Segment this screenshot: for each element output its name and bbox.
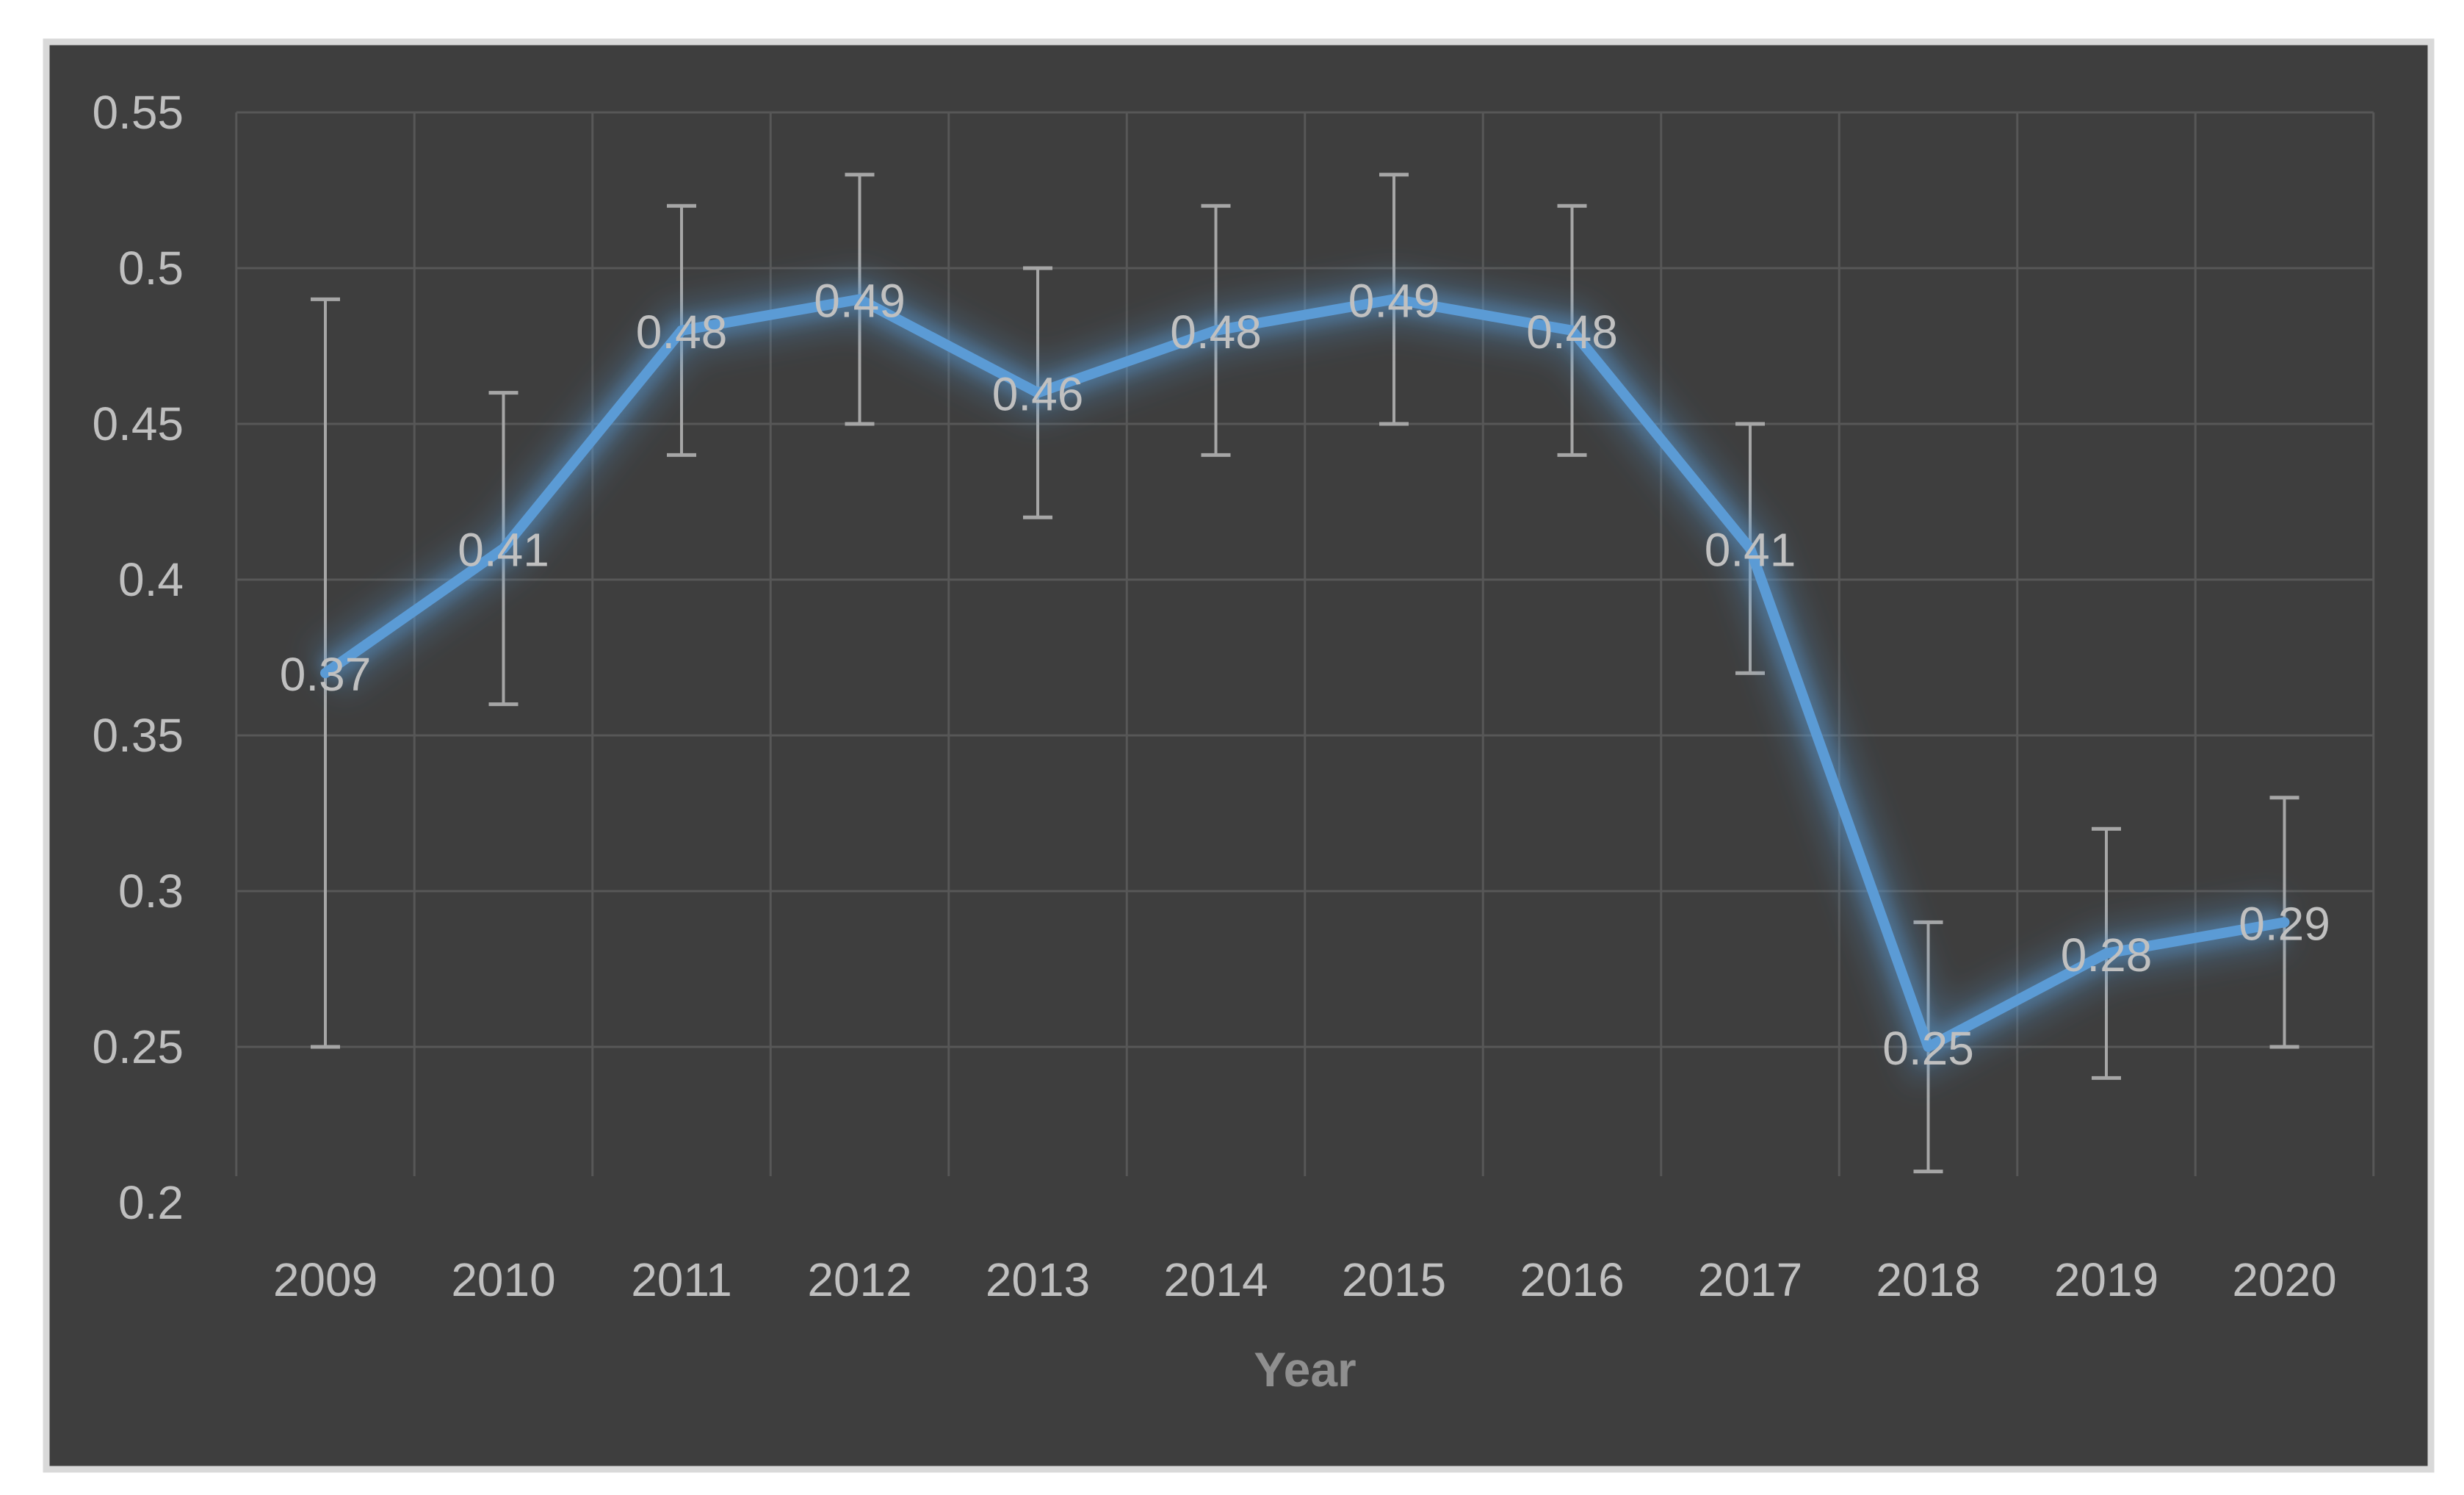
y-axis-tick-label: 0.4 — [118, 553, 184, 606]
data-labels: 0.37 0.41 0.48 0.49 0.46 0.48 0.49 0.48 0.41 0.25… — [280, 274, 2330, 1075]
y-axis-tick-label: 0.2 — [118, 1176, 184, 1229]
x-axis-tick-label: 2017 — [1698, 1253, 1802, 1306]
data-label: 0.48 — [1170, 306, 1262, 359]
x-axis-tick-label: 2014 — [1163, 1253, 1268, 1306]
data-label: 0.49 — [814, 274, 906, 327]
series-line — [320, 294, 2290, 1052]
x-axis-tick-label: 2009 — [273, 1253, 377, 1306]
x-axis-tick-label: 2013 — [986, 1253, 1090, 1306]
x-axis-tick-label: 2020 — [2232, 1253, 2336, 1306]
x-axis-tick-label: 2012 — [807, 1253, 911, 1306]
data-label: 0.48 — [1526, 306, 1618, 359]
data-label: 0.28 — [2061, 929, 2153, 981]
y-axis-tick-label: 0.35 — [92, 709, 184, 762]
data-label: 0.41 — [458, 524, 549, 577]
x-axis-tick-label: 2016 — [1520, 1253, 1624, 1306]
x-axis-tick-label: 2015 — [1342, 1253, 1446, 1306]
y-axis-labels: 0.55 0.5 0.45 0.4 0.35 0.3 0.25 0.2 — [92, 86, 184, 1229]
x-axis-tick-label: 2018 — [1876, 1253, 1980, 1306]
data-label: 0.41 — [1705, 524, 1796, 577]
x-axis-labels: 2009 2010 2011 2012 2013 2014 2015 2016 2017 2018… — [273, 1253, 2337, 1306]
data-label: 0.48 — [636, 306, 728, 359]
x-axis-tick-label: 2011 — [631, 1253, 732, 1306]
y-axis-tick-label: 0.25 — [92, 1020, 184, 1073]
x-axis-title: Year — [1254, 1342, 1356, 1397]
y-axis-tick-label: 0.45 — [92, 397, 184, 450]
y-axis-tick-label: 0.3 — [118, 865, 184, 918]
chart-background — [43, 38, 2435, 1473]
y-axis-tick-label: 0.55 — [92, 86, 184, 139]
data-label: 0.49 — [1348, 274, 1440, 327]
x-axis-tick-label: 2010 — [451, 1253, 555, 1306]
data-label: 0.46 — [992, 368, 1084, 421]
x-axis-tick-label: 2019 — [2054, 1253, 2158, 1306]
data-label: 0.37 — [280, 648, 372, 701]
y-axis-tick-label: 0.5 — [118, 242, 184, 295]
data-label: 0.29 — [2239, 897, 2330, 950]
data-label: 0.25 — [1882, 1022, 1974, 1075]
